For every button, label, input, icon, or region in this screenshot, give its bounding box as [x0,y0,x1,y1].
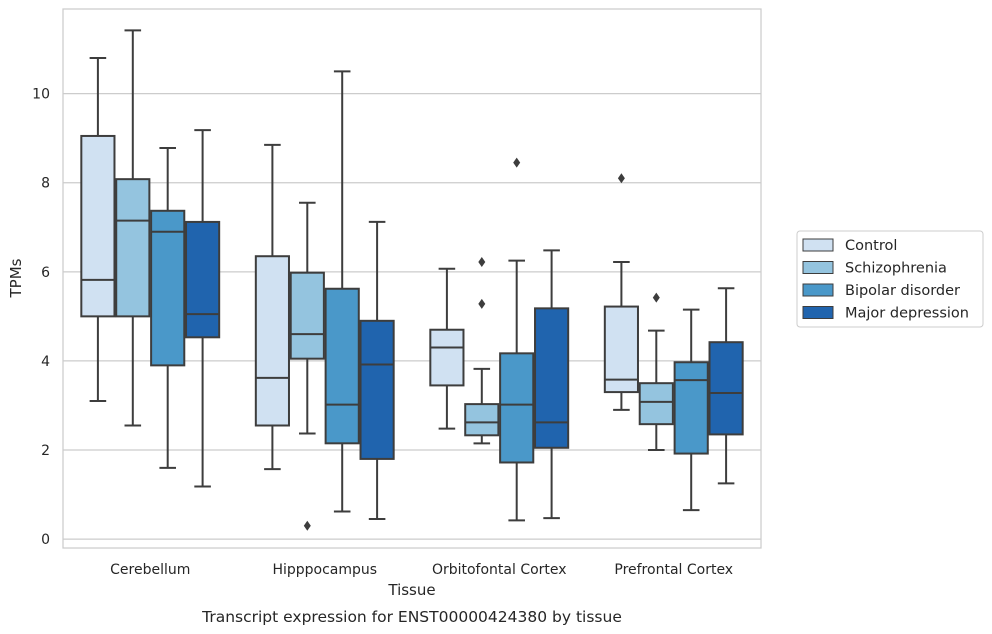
plot-frame [62,8,762,549]
box-body [673,361,709,455]
y-tick-label: 6 [41,265,50,281]
box-body [254,255,290,427]
box-body [499,352,535,464]
box-bipolar-disorder [673,308,709,512]
box-body [464,403,500,437]
y-tick-label: 8 [41,176,50,192]
box-body [429,328,465,387]
outlier-point [652,292,660,303]
box-bipolar-disorder [324,70,360,513]
box-major-depression [708,287,744,485]
y-tick-label: 0 [41,532,50,548]
legend-swatch [802,306,834,319]
box-body [638,382,674,426]
box-major-depression [534,249,570,520]
box-body [603,305,639,394]
legend: Control Schizophrenia Bipolar disorder Majo… [796,230,984,328]
box-body [359,319,395,460]
box-schizophrenia [638,292,674,451]
box-major-depression [359,220,395,521]
y-tick-label: 10 [32,87,50,103]
legend-label: Schizophrenia [845,261,947,277]
x-tick-label: Cerebellum [110,562,190,578]
boxes [80,29,744,531]
box-body [708,341,744,436]
box-body [534,307,570,449]
box-body [80,134,116,318]
outlier-point [513,157,521,168]
box-bipolar-disorder [150,146,186,469]
x-tick-label: Orbitofontal Cortex [432,562,567,578]
legend-label: Major depression [845,306,969,322]
legend-label: Control [845,238,897,254]
box-body [115,178,151,318]
outlier-point [303,520,311,531]
box-control [603,173,639,411]
box-control [429,267,465,430]
legend-swatch [802,261,834,274]
x-tick-label: Prefrontal Cortex [614,562,733,578]
outlier-point [478,298,486,309]
box-schizophrenia [115,29,151,427]
y-tick-label: 2 [41,443,50,459]
x-axis-label: Tissue [387,581,435,599]
y-tick-labels: 0 2 4 6 8 10 [32,87,50,548]
box-major-depression [185,129,221,488]
legend-swatch [802,283,834,297]
box-body [324,287,360,445]
legend-swatch [802,238,834,252]
y-tick-label: 4 [41,354,50,370]
box-body [185,220,221,339]
box-control [80,57,116,402]
box-schizophrenia [464,257,500,445]
outlier-point [617,173,625,184]
outlier-point [478,257,486,268]
y-axis-label: TPMs [7,258,25,298]
box-control [254,143,290,471]
box-body [289,271,325,360]
box-schizophrenia [289,201,325,531]
x-tick-labels: Cerebellum Hipppocampus Orbitofontal Corte… [110,562,733,578]
box-body [150,209,186,367]
chart-title: Transcript expression for ENST0000042438… [201,608,622,626]
box-bipolar-disorder [499,157,535,522]
x-tick-label: Hipppocampus [272,562,377,578]
legend-label: Bipolar disorder [845,283,960,299]
legend-frame [796,230,984,328]
